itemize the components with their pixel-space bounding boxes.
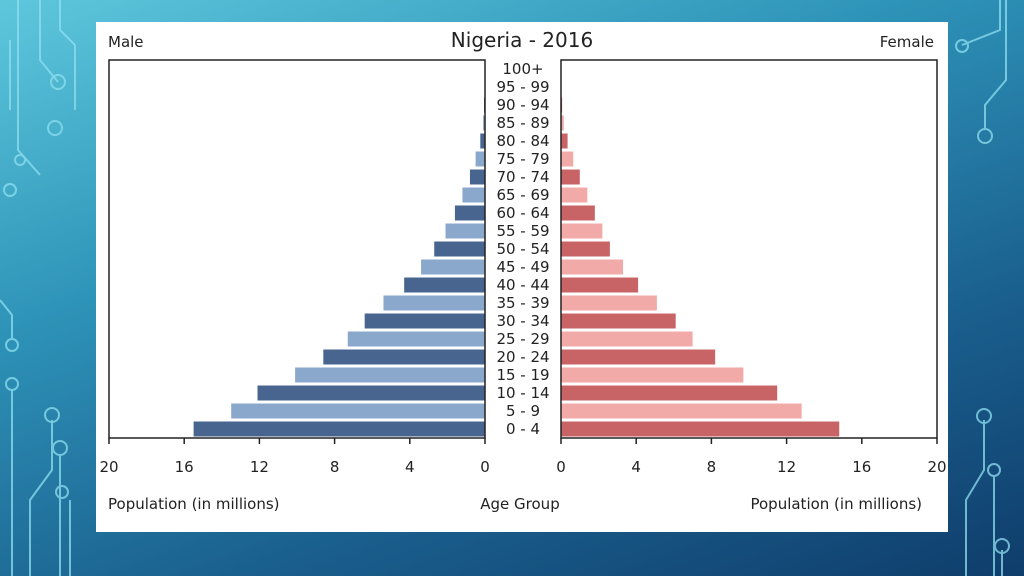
age-group-label-7: 35 - 39: [496, 294, 549, 312]
male-bar-14: [469, 169, 485, 185]
age-group-label-1: 5 - 9: [506, 402, 540, 420]
male-bar-5: [347, 331, 485, 347]
male-x-tick-label-0: 20: [99, 458, 118, 476]
female-plot-frame: [560, 59, 938, 439]
male-bar-10: [434, 241, 485, 257]
female-bar-6: [561, 313, 676, 329]
age-group-label-4: 20 - 24: [496, 348, 549, 366]
male-bar-11: [445, 223, 485, 239]
female-bar-14: [561, 169, 580, 185]
chart-title: Nigeria - 2016: [451, 28, 593, 52]
male-plot-frame: [108, 59, 486, 439]
age-group-label-5: 25 - 29: [496, 330, 549, 348]
male-x-axis: 20 16 12 8 4 0: [99, 438, 490, 476]
male-bar-15: [475, 151, 485, 167]
female-bar-11: [561, 223, 603, 239]
male-bar-4: [323, 349, 485, 365]
female-x-axis: 0 4 8 12 16 20: [556, 438, 947, 476]
age-group-label-12: 60 - 64: [496, 204, 549, 222]
age-group-label-6: 30 - 34: [496, 312, 549, 330]
female-bar-3: [561, 367, 744, 383]
age-group-label-14: 70 - 74: [496, 168, 549, 186]
female-bar-5: [561, 331, 693, 347]
center-x-axis-title: Age Group: [480, 495, 559, 513]
female-bar-8: [561, 277, 639, 293]
age-group-label-10: 50 - 54: [496, 240, 549, 258]
female-x-tick-label-2: 8: [707, 458, 717, 476]
female-bar-0: [561, 421, 840, 437]
male-bars: [193, 61, 485, 437]
female-bar-7: [561, 295, 657, 311]
female-x-tick-label-3: 12: [777, 458, 796, 476]
male-side-label: Male: [108, 33, 144, 51]
male-bar-7: [383, 295, 485, 311]
population-pyramid-chart: Male Nigeria - 2016 Female 0 - 45 - 910 …: [99, 28, 947, 513]
age-group-label-20: 100+: [502, 60, 543, 78]
female-bar-15: [561, 151, 574, 167]
male-bar-0: [193, 421, 485, 437]
male-bar-13: [462, 187, 485, 203]
male-bar-9: [421, 259, 485, 275]
male-x-tick-label-2: 12: [250, 458, 269, 476]
age-group-label-16: 80 - 84: [496, 132, 549, 150]
female-x-axis-title: Population (in millions): [750, 495, 922, 513]
female-bar-4: [561, 349, 716, 365]
age-group-label-13: 65 - 69: [496, 186, 549, 204]
female-bar-2: [561, 385, 778, 401]
female-x-tick-label-1: 4: [631, 458, 641, 476]
female-bar-12: [561, 205, 595, 221]
female-bar-10: [561, 241, 610, 257]
age-group-label-8: 40 - 44: [496, 276, 549, 294]
age-group-label-3: 15 - 19: [496, 366, 549, 384]
male-x-tick-label-1: 16: [175, 458, 194, 476]
age-group-label-18: 90 - 94: [496, 96, 549, 114]
female-side-label: Female: [880, 33, 934, 51]
age-group-label-19: 95 - 99: [496, 78, 549, 96]
male-bar-17: [483, 115, 485, 131]
female-bars: [561, 61, 840, 437]
age-group-label-11: 55 - 59: [496, 222, 549, 240]
female-bar-17: [561, 115, 564, 131]
male-x-tick-label-4: 4: [405, 458, 415, 476]
male-bar-6: [364, 313, 485, 329]
female-x-tick-label-0: 0: [556, 458, 566, 476]
female-bar-1: [561, 403, 802, 419]
male-bar-1: [231, 403, 485, 419]
male-bar-8: [404, 277, 485, 293]
age-group-label-0: 0 - 4: [506, 420, 540, 438]
age-group-label-9: 45 - 49: [496, 258, 549, 276]
male-bar-12: [454, 205, 485, 221]
female-bar-16: [561, 133, 568, 149]
female-x-tick-label-5: 20: [927, 458, 946, 476]
male-x-tick-label-3: 8: [330, 458, 340, 476]
female-bar-13: [561, 187, 588, 203]
female-x-tick-label-4: 16: [852, 458, 871, 476]
male-bar-3: [295, 367, 485, 383]
male-x-tick-label-5: 0: [480, 458, 490, 476]
age-group-label-15: 75 - 79: [496, 150, 549, 168]
male-bar-2: [257, 385, 485, 401]
male-x-axis-title: Population (in millions): [108, 495, 280, 513]
age-group-label-17: 85 - 89: [496, 114, 549, 132]
female-bar-9: [561, 259, 624, 275]
age-group-label-2: 10 - 14: [496, 384, 549, 402]
male-bar-16: [480, 133, 485, 149]
